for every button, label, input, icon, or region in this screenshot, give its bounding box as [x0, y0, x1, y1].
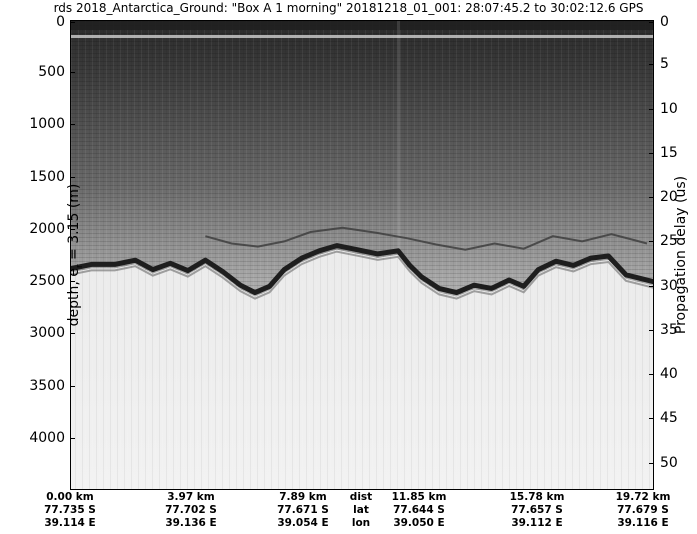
x-position-column: 3.97 km 77.702 S 39.136 E: [165, 491, 217, 530]
x-position-dist: 19.72 km: [615, 491, 671, 503]
depth-tick-mark: [70, 228, 75, 230]
delay-tick-label: 10: [660, 100, 678, 117]
x-position-column: 15.78 km 77.657 S 39.112 E: [510, 491, 565, 530]
delay-tick-mark: [649, 462, 654, 464]
x-row-label: lon: [351, 517, 371, 529]
depth-tick-mark: [70, 22, 75, 23]
vertical-trace-texture: [71, 21, 653, 489]
x-position-dist: 3.97 km: [167, 491, 215, 503]
x-row-label: dist: [349, 491, 373, 503]
delay-tick-label: 40: [660, 366, 678, 383]
delay-tick-label: 45: [660, 410, 678, 427]
depth-tick-mark: [70, 333, 75, 335]
x-position-lat: 77.702 S: [165, 504, 217, 516]
x-row-labels: dist lat lon: [350, 491, 372, 530]
depth-tick-label: 3000: [29, 325, 65, 342]
depth-tick-label: 2500: [29, 273, 65, 290]
depth-tick-mark: [70, 281, 75, 283]
depth-tick-label: 4000: [29, 429, 65, 446]
surface-reflection-band: [71, 35, 653, 38]
x-position-dist: 11.85 km: [391, 491, 447, 503]
echogram-image: [71, 21, 653, 489]
x-position-lon: 39.136 E: [165, 517, 217, 529]
depth-tick-mark: [70, 385, 75, 387]
internal-layer-line: [205, 226, 648, 251]
top-noise-band: [71, 21, 653, 30]
x-position-lat: 77.735 S: [44, 504, 96, 516]
x-position-dist: 0.00 km: [46, 491, 94, 503]
x-position-lon: 39.112 E: [511, 517, 563, 529]
x-position-column: 0.00 km 77.735 S 39.114 E: [44, 491, 96, 530]
x-position-column: 19.72 km 77.679 S 39.116 E: [616, 491, 671, 530]
delay-tick-label: 50: [660, 454, 678, 471]
delay-tick-mark: [649, 241, 654, 243]
x-position-lat: 77.671 S: [277, 504, 329, 516]
x-position-lon: 39.050 E: [393, 517, 445, 529]
x-position-dist: 7.89 km: [279, 491, 327, 503]
delay-tick-mark: [649, 152, 654, 154]
delay-tick-label: 5: [660, 56, 669, 73]
depth-tick-label: 3500: [29, 377, 65, 394]
delay-tick-mark: [649, 418, 654, 420]
x-position-dist: 15.78 km: [509, 491, 565, 503]
x-position-column: 11.85 km 77.644 S 39.050 E: [392, 491, 447, 530]
delay-tick-label: 35: [660, 321, 678, 338]
echogram-plot-area: [70, 20, 654, 490]
x-row-label: lat: [353, 504, 369, 516]
delay-tick-mark: [649, 374, 654, 376]
depth-tick-mark: [70, 124, 75, 126]
x-position-lat: 77.679 S: [617, 504, 669, 516]
x-position-lon: 39.116 E: [617, 517, 669, 529]
x-position-column: 7.89 km 77.671 S 39.054 E: [277, 491, 329, 530]
chart-title: rds 2018_Antarctica_Ground: "Box A 1 mor…: [53, 1, 644, 15]
x-position-lon: 39.054 E: [277, 517, 329, 529]
depth-tick-label: 0: [56, 14, 65, 30]
depth-tick-label: 1000: [29, 116, 65, 133]
depth-tick-mark: [70, 176, 75, 178]
depth-tick-mark: [70, 72, 75, 74]
delay-tick-mark: [649, 329, 654, 331]
delay-tick-label: 0: [660, 14, 669, 30]
depth-tick-label: 2000: [29, 220, 65, 237]
delay-tick-mark: [649, 108, 654, 110]
delay-tick-label: 30: [660, 277, 678, 294]
x-position-lon: 39.114 E: [44, 517, 96, 529]
delay-tick-label: 15: [660, 144, 678, 161]
delay-tick-mark: [649, 197, 654, 199]
x-position-lat: 77.644 S: [393, 504, 445, 516]
depth-tick-label: 1500: [29, 168, 65, 185]
delay-tick-label: 25: [660, 233, 678, 250]
delay-tick-mark: [649, 22, 654, 23]
delay-tick-mark: [649, 64, 654, 66]
depth-tick-mark: [70, 437, 75, 439]
y-axis-label-left: depth, er = 3.15 (m): [66, 183, 85, 327]
depth-tick-label: 500: [38, 64, 65, 81]
delay-tick-mark: [649, 285, 654, 287]
bed-reflection-shadow: [71, 250, 653, 300]
x-position-lat: 77.657 S: [511, 504, 563, 516]
bed-reflection-line: [71, 243, 653, 296]
delay-tick-label: 20: [660, 189, 678, 206]
